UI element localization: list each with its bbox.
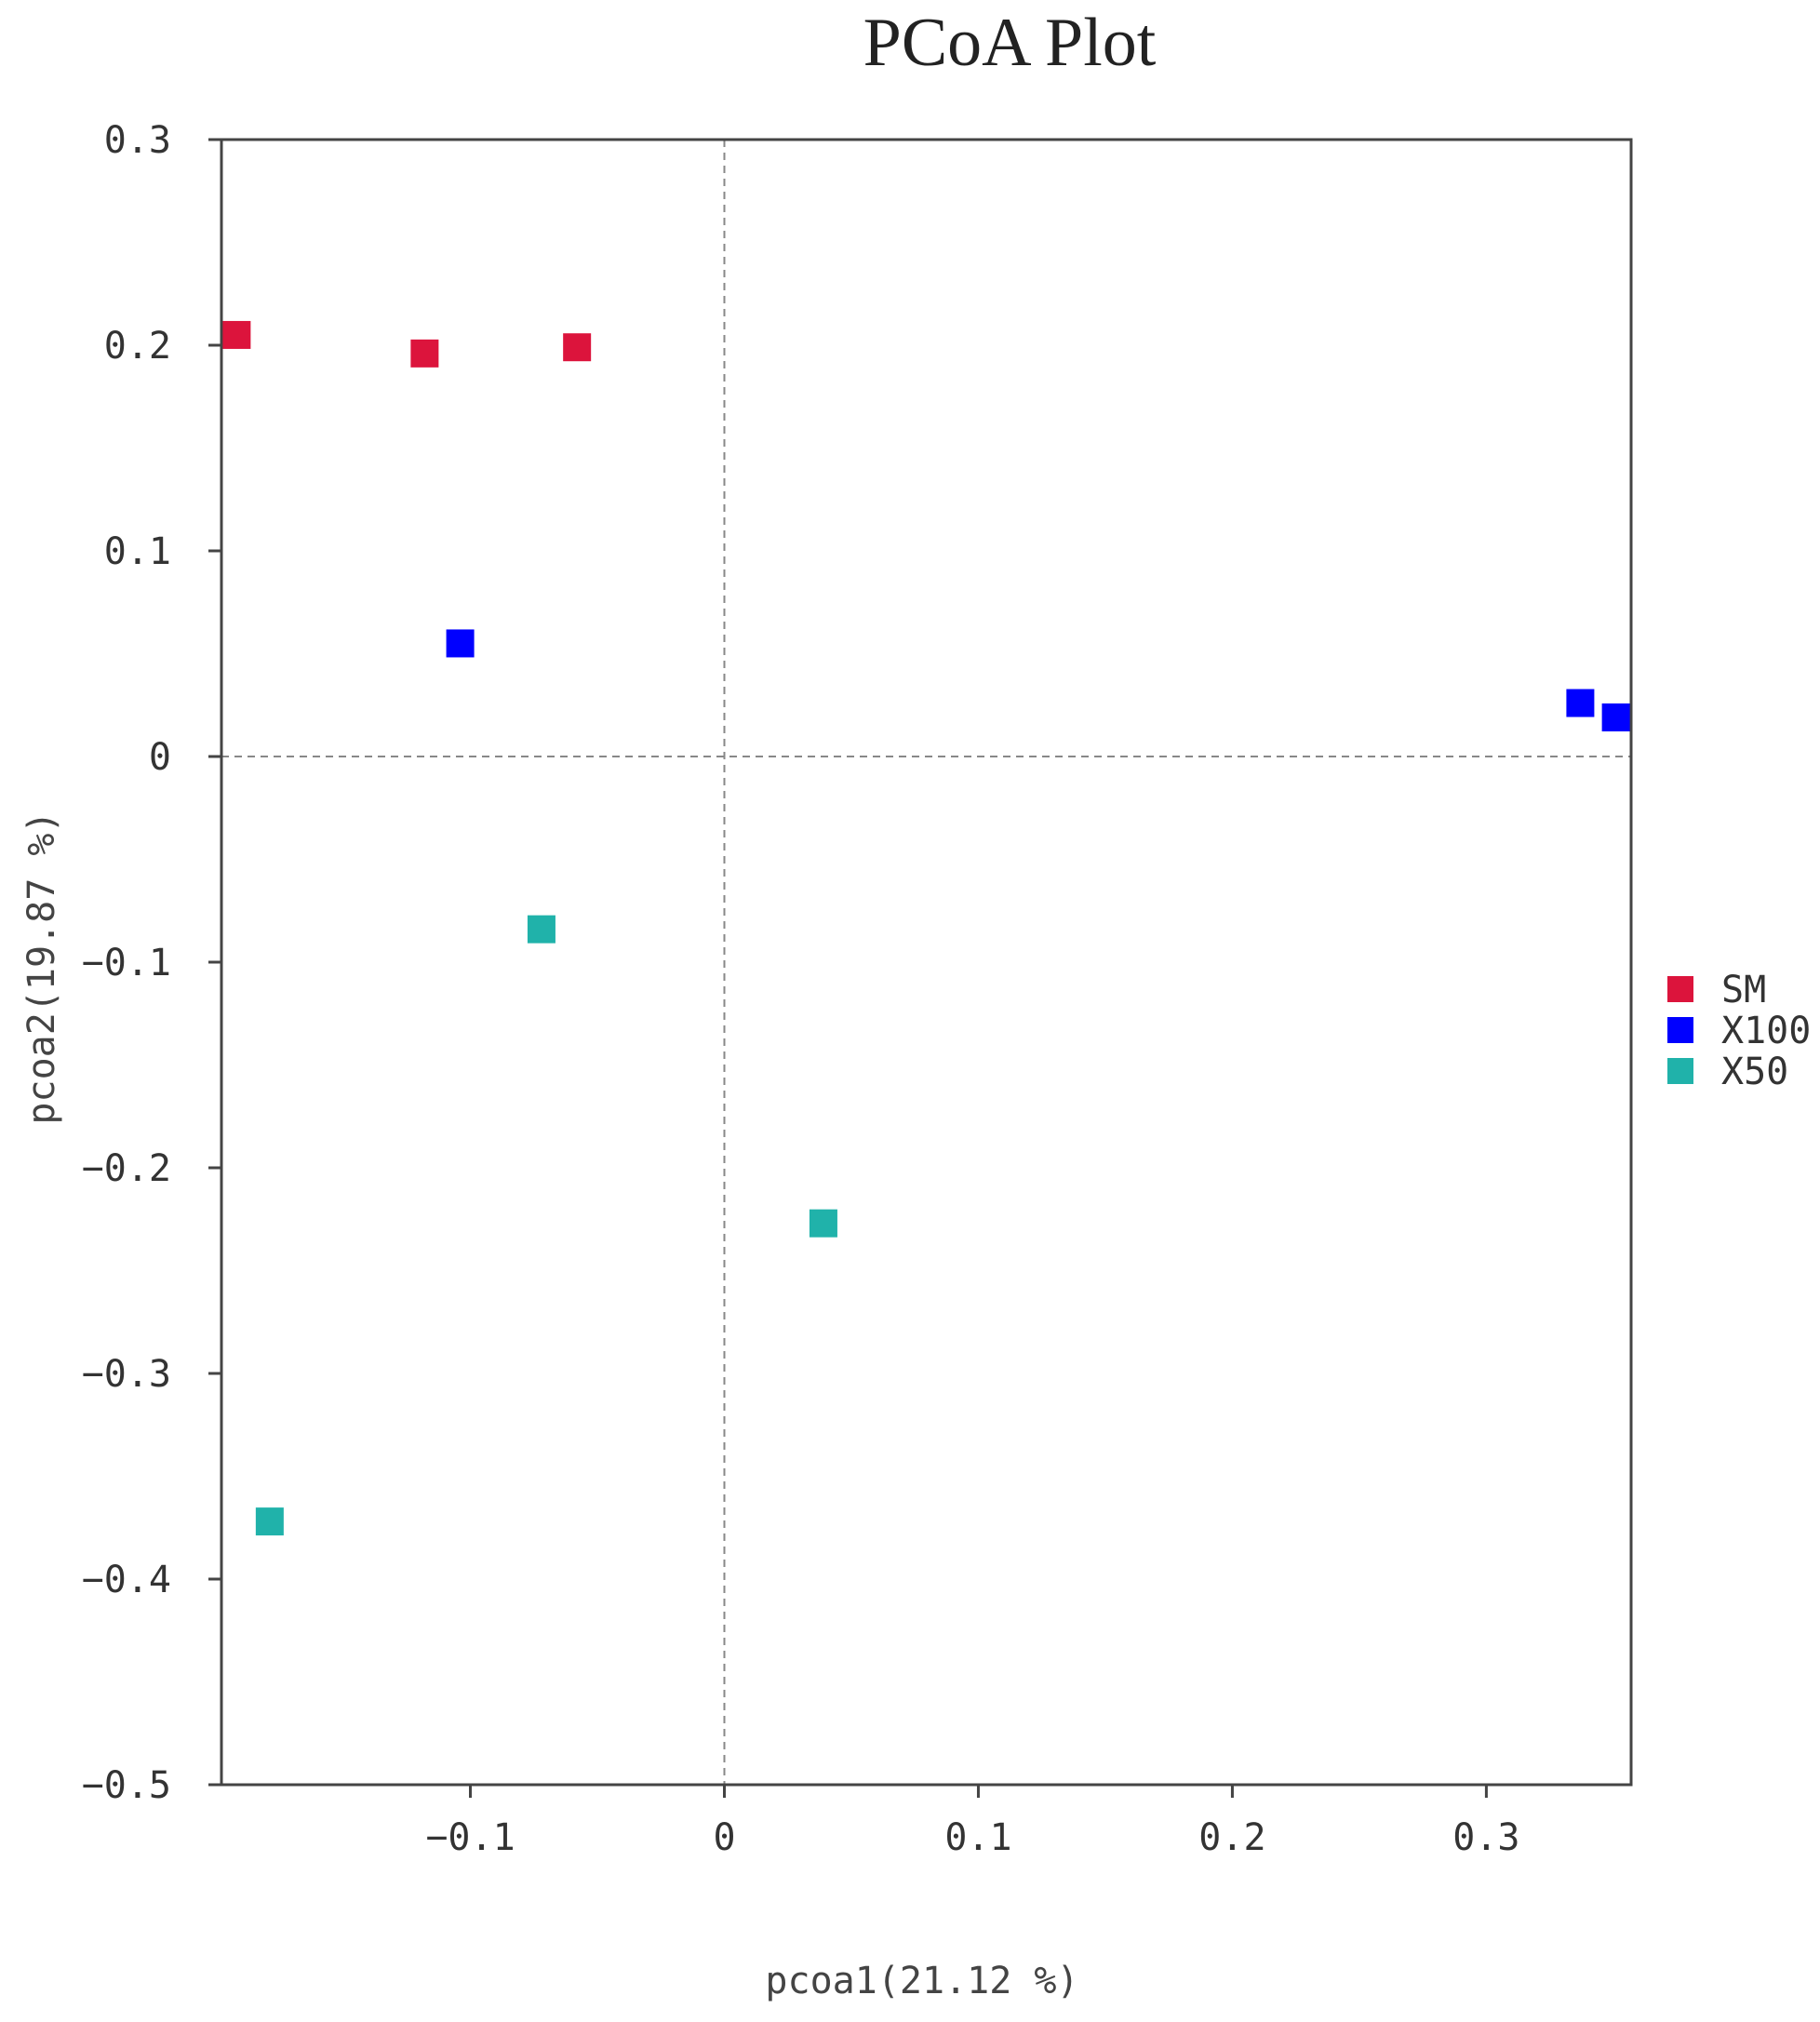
point-x50: [527, 915, 555, 944]
point-x100: [1601, 703, 1630, 732]
point-sm: [222, 320, 251, 349]
y-tick-label: −0.2: [82, 1147, 171, 1190]
point-x100: [446, 629, 475, 658]
x-tick-label: 0.3: [1452, 1816, 1519, 1859]
legend-label-x100: X100: [1721, 1010, 1811, 1052]
data-points: [222, 320, 1630, 1536]
point-x100: [1566, 689, 1595, 717]
x-tick-label: 0.1: [944, 1816, 1011, 1859]
chart-title: PCoA Plot: [863, 5, 1157, 81]
point-x50: [255, 1507, 284, 1536]
y-tick-label: 0.2: [104, 325, 171, 368]
point-sm: [410, 339, 439, 368]
reference-lines: [221, 140, 1631, 1785]
plot-frame: [220, 138, 1633, 1787]
x-tick-label: −0.1: [425, 1816, 515, 1859]
point-x50: [809, 1209, 837, 1238]
x-axis-ticks: −0.1 0 0.1 0.2 0.3: [425, 1785, 1520, 1859]
y-tick-label: −0.5: [82, 1764, 171, 1807]
y-tick-label: 0.3: [104, 119, 171, 162]
y-axis-ticks: 0.3 0.2 0.1 0 −0.1 −0.2 −0.3 −0.4 −0.5: [82, 119, 221, 1807]
y-tick-label: 0.1: [104, 530, 171, 573]
y-tick-label: −0.4: [82, 1559, 171, 1601]
point-sm: [563, 333, 592, 362]
legend-swatch-x50: [1667, 1058, 1693, 1084]
legend-label-sm: SM: [1721, 969, 1766, 1011]
legend-label-x50: X50: [1721, 1051, 1788, 1093]
x-tick-label: 0.2: [1198, 1816, 1265, 1859]
legend-swatch-sm: [1667, 976, 1693, 1002]
x-tick-label: 0: [713, 1816, 735, 1859]
x-axis-label: pcoa1(21.12 %): [765, 1960, 1078, 2002]
y-tick-label: −0.3: [82, 1353, 171, 1396]
legend-swatch-x100: [1667, 1017, 1693, 1043]
y-tick-label: 0: [149, 736, 171, 779]
y-tick-label: −0.1: [82, 942, 171, 984]
y-axis-label: pcoa2(19.87 %): [20, 810, 63, 1124]
